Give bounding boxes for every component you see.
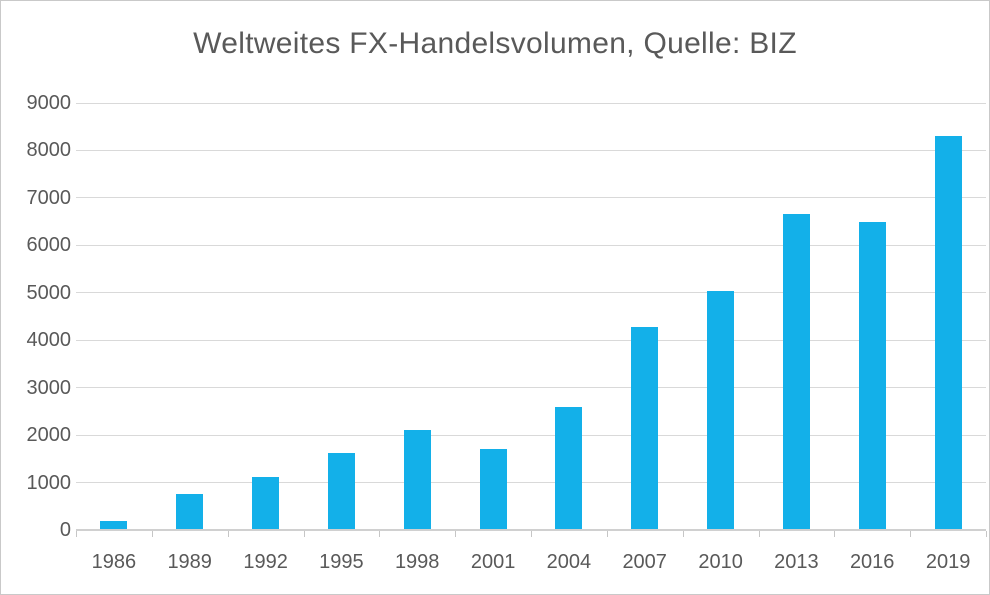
x-axis-tick-mark (682, 531, 684, 537)
bar-2019 (934, 136, 962, 530)
y-axis-tick-label: 1000 (26, 471, 72, 494)
y-gridline (76, 244, 986, 246)
bar-1989 (176, 494, 204, 530)
y-gridline (76, 434, 986, 436)
y-axis-tick-label: 8000 (26, 139, 72, 162)
x-axis-tick-label: 1986 (91, 551, 137, 573)
y-gridline (76, 149, 986, 151)
y-axis-tick-label: 4000 (26, 329, 72, 352)
x-axis-tick-mark (76, 531, 77, 537)
x-axis-tick-label: 1989 (167, 551, 212, 573)
x-axis-tick-mark (986, 531, 987, 537)
x-axis-line (76, 529, 986, 531)
y-axis-tick-label: 0 (59, 519, 71, 541)
x-axis-tick-mark (303, 531, 305, 537)
bar-2004 (555, 406, 583, 530)
x-axis-tick-mark (531, 531, 532, 537)
x-axis-tick-label: 2004 (546, 551, 592, 573)
chart-title: Weltweites FX-Handelsvolumen, Quelle: BI… (193, 27, 797, 60)
bar-1986 (100, 520, 128, 530)
bar-2010 (707, 290, 735, 530)
x-axis-tick-label: 2001 (470, 551, 516, 573)
bar-2016 (858, 221, 886, 530)
y-gridline (76, 482, 986, 484)
x-axis-tick-mark (379, 531, 381, 537)
bar-1995 (327, 452, 355, 530)
y-gridline (76, 197, 986, 199)
y-axis-tick-label: 7000 (26, 186, 72, 209)
x-axis-tick-mark (151, 531, 153, 537)
y-axis-tick-label: 3000 (26, 376, 72, 399)
bar-2013 (782, 213, 810, 530)
y-axis-tick-label: 2000 (26, 424, 72, 447)
y-gridline (76, 102, 986, 104)
x-axis-tick-label: 1995 (319, 551, 364, 573)
x-axis-tick-mark (606, 531, 608, 537)
x-axis-tick-label: 2019 (925, 551, 971, 573)
bar-1998 (403, 430, 431, 530)
x-axis-tick-label: 1992 (243, 551, 288, 573)
x-axis-tick-mark (834, 531, 836, 537)
y-axis-tick-label: 6000 (26, 234, 72, 257)
y-axis-tick-label: 9000 (26, 92, 72, 114)
x-axis-tick-mark (455, 531, 457, 537)
y-axis-tick-label: 5000 (26, 281, 72, 304)
x-axis-tick-mark (910, 531, 912, 537)
x-axis-tick-label: 1998 (394, 551, 440, 573)
x-axis-tick-mark (758, 531, 760, 537)
y-gridline (76, 387, 986, 389)
x-axis-tick-label: 2010 (698, 551, 743, 573)
bar-2007 (631, 326, 659, 530)
y-gridline (76, 339, 986, 341)
x-axis-tick-mark (227, 531, 229, 537)
bar-1992 (252, 476, 280, 530)
x-axis-tick-label: 2013 (774, 551, 819, 573)
x-axis-tick-label: 2016 (849, 551, 895, 573)
bar-2001 (479, 449, 507, 530)
y-gridline (76, 292, 986, 294)
x-axis-tick-label: 2007 (622, 551, 667, 573)
